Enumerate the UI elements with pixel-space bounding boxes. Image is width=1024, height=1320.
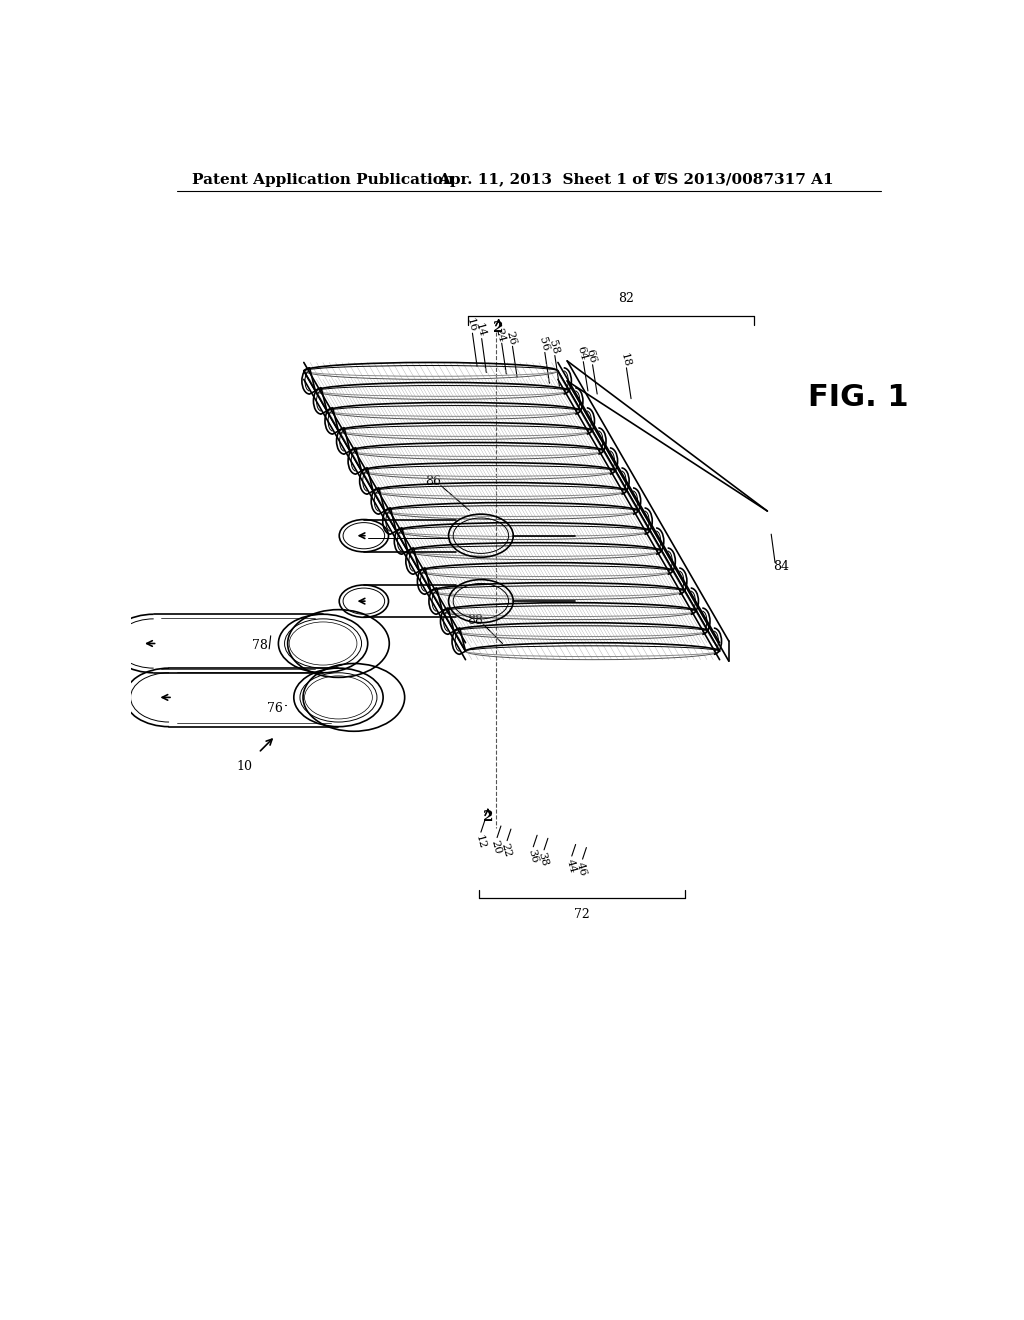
Text: 44: 44 — [564, 858, 578, 874]
Text: 66: 66 — [585, 348, 598, 364]
Text: 16: 16 — [464, 317, 477, 333]
Text: FIG. 1: FIG. 1 — [808, 383, 908, 412]
Text: 82: 82 — [618, 293, 635, 305]
Text: 26: 26 — [504, 330, 517, 346]
Text: 84: 84 — [773, 560, 790, 573]
Text: 72: 72 — [574, 908, 590, 921]
Text: 2: 2 — [482, 809, 494, 824]
Text: 58: 58 — [547, 339, 560, 355]
Text: 10: 10 — [237, 760, 253, 774]
Text: US 2013/0087317 A1: US 2013/0087317 A1 — [654, 173, 834, 187]
Text: 56: 56 — [537, 337, 550, 352]
Text: Apr. 11, 2013  Sheet 1 of 7: Apr. 11, 2013 Sheet 1 of 7 — [438, 173, 666, 187]
Text: 22: 22 — [500, 842, 513, 858]
Text: 38: 38 — [537, 851, 550, 867]
Text: 64: 64 — [575, 346, 589, 362]
Text: 24: 24 — [494, 327, 507, 343]
Text: 86: 86 — [425, 475, 441, 488]
Text: 18: 18 — [618, 351, 632, 368]
Text: 14: 14 — [473, 322, 486, 339]
Text: Patent Application Publication: Patent Application Publication — [193, 173, 455, 187]
Text: 12: 12 — [473, 834, 486, 850]
Text: 76: 76 — [267, 702, 284, 715]
Text: 2: 2 — [494, 321, 504, 335]
Text: 46: 46 — [575, 861, 589, 876]
Text: 78: 78 — [252, 639, 268, 652]
Text: 36: 36 — [526, 849, 540, 865]
Text: 88: 88 — [468, 614, 483, 627]
Text: 20: 20 — [489, 840, 503, 855]
